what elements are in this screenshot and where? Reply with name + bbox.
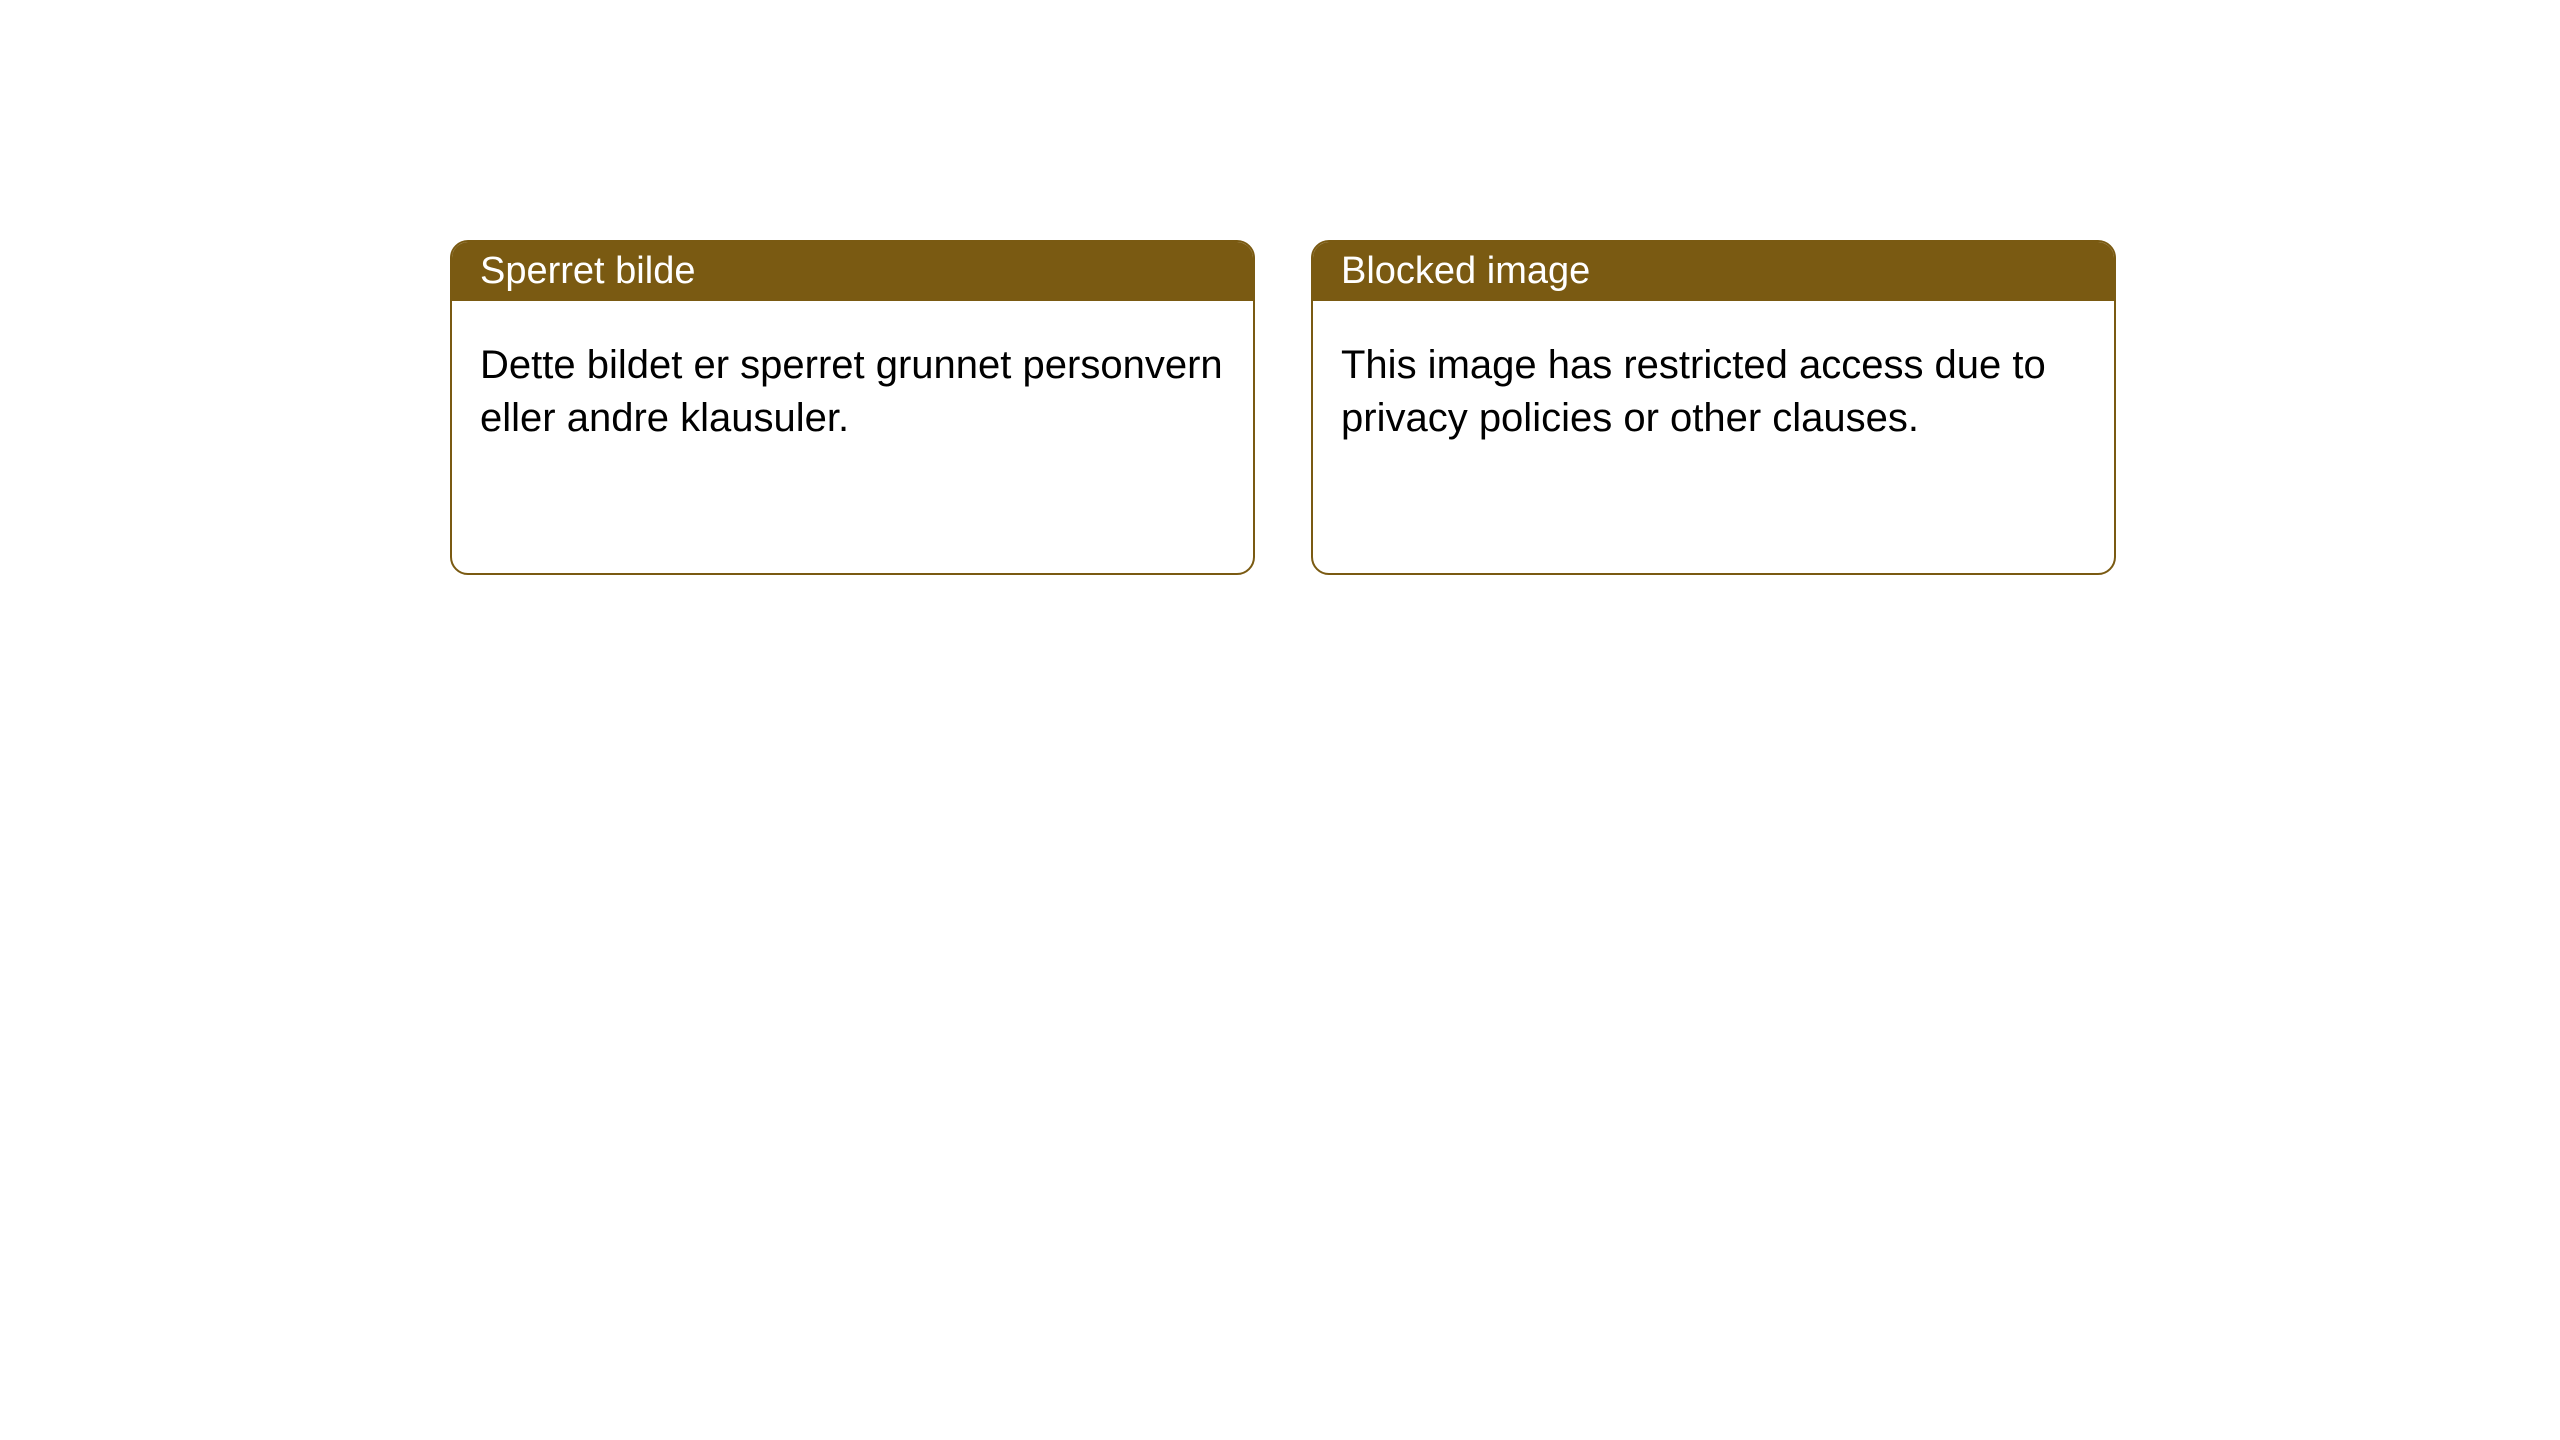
card-header: Blocked image	[1313, 242, 2114, 301]
card-header: Sperret bilde	[452, 242, 1253, 301]
card-body-text: Dette bildet er sperret grunnet personve…	[480, 343, 1223, 440]
notice-card-norwegian: Sperret bilde Dette bildet er sperret gr…	[450, 240, 1255, 575]
card-body-text: This image has restricted access due to …	[1341, 343, 2046, 440]
notice-container: Sperret bilde Dette bildet er sperret gr…	[0, 0, 2560, 575]
card-body: Dette bildet er sperret grunnet personve…	[452, 301, 1253, 483]
notice-card-english: Blocked image This image has restricted …	[1311, 240, 2116, 575]
card-body: This image has restricted access due to …	[1313, 301, 2114, 483]
card-title: Blocked image	[1341, 250, 1590, 292]
card-title: Sperret bilde	[480, 250, 695, 292]
